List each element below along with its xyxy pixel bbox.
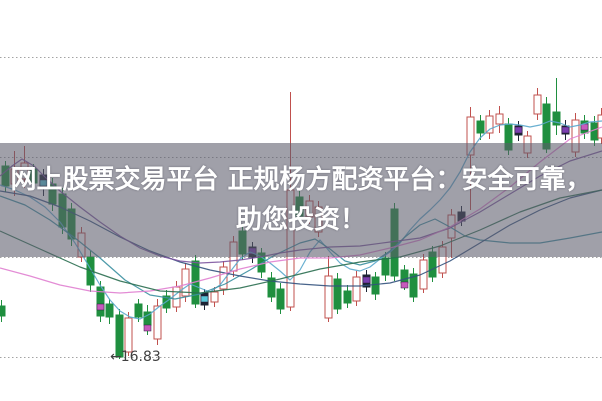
price-low-label: 16.83 xyxy=(120,349,161,365)
left-arrow-icon: ← xyxy=(110,349,122,365)
price-low-annotation: ←16.83 xyxy=(110,349,161,365)
